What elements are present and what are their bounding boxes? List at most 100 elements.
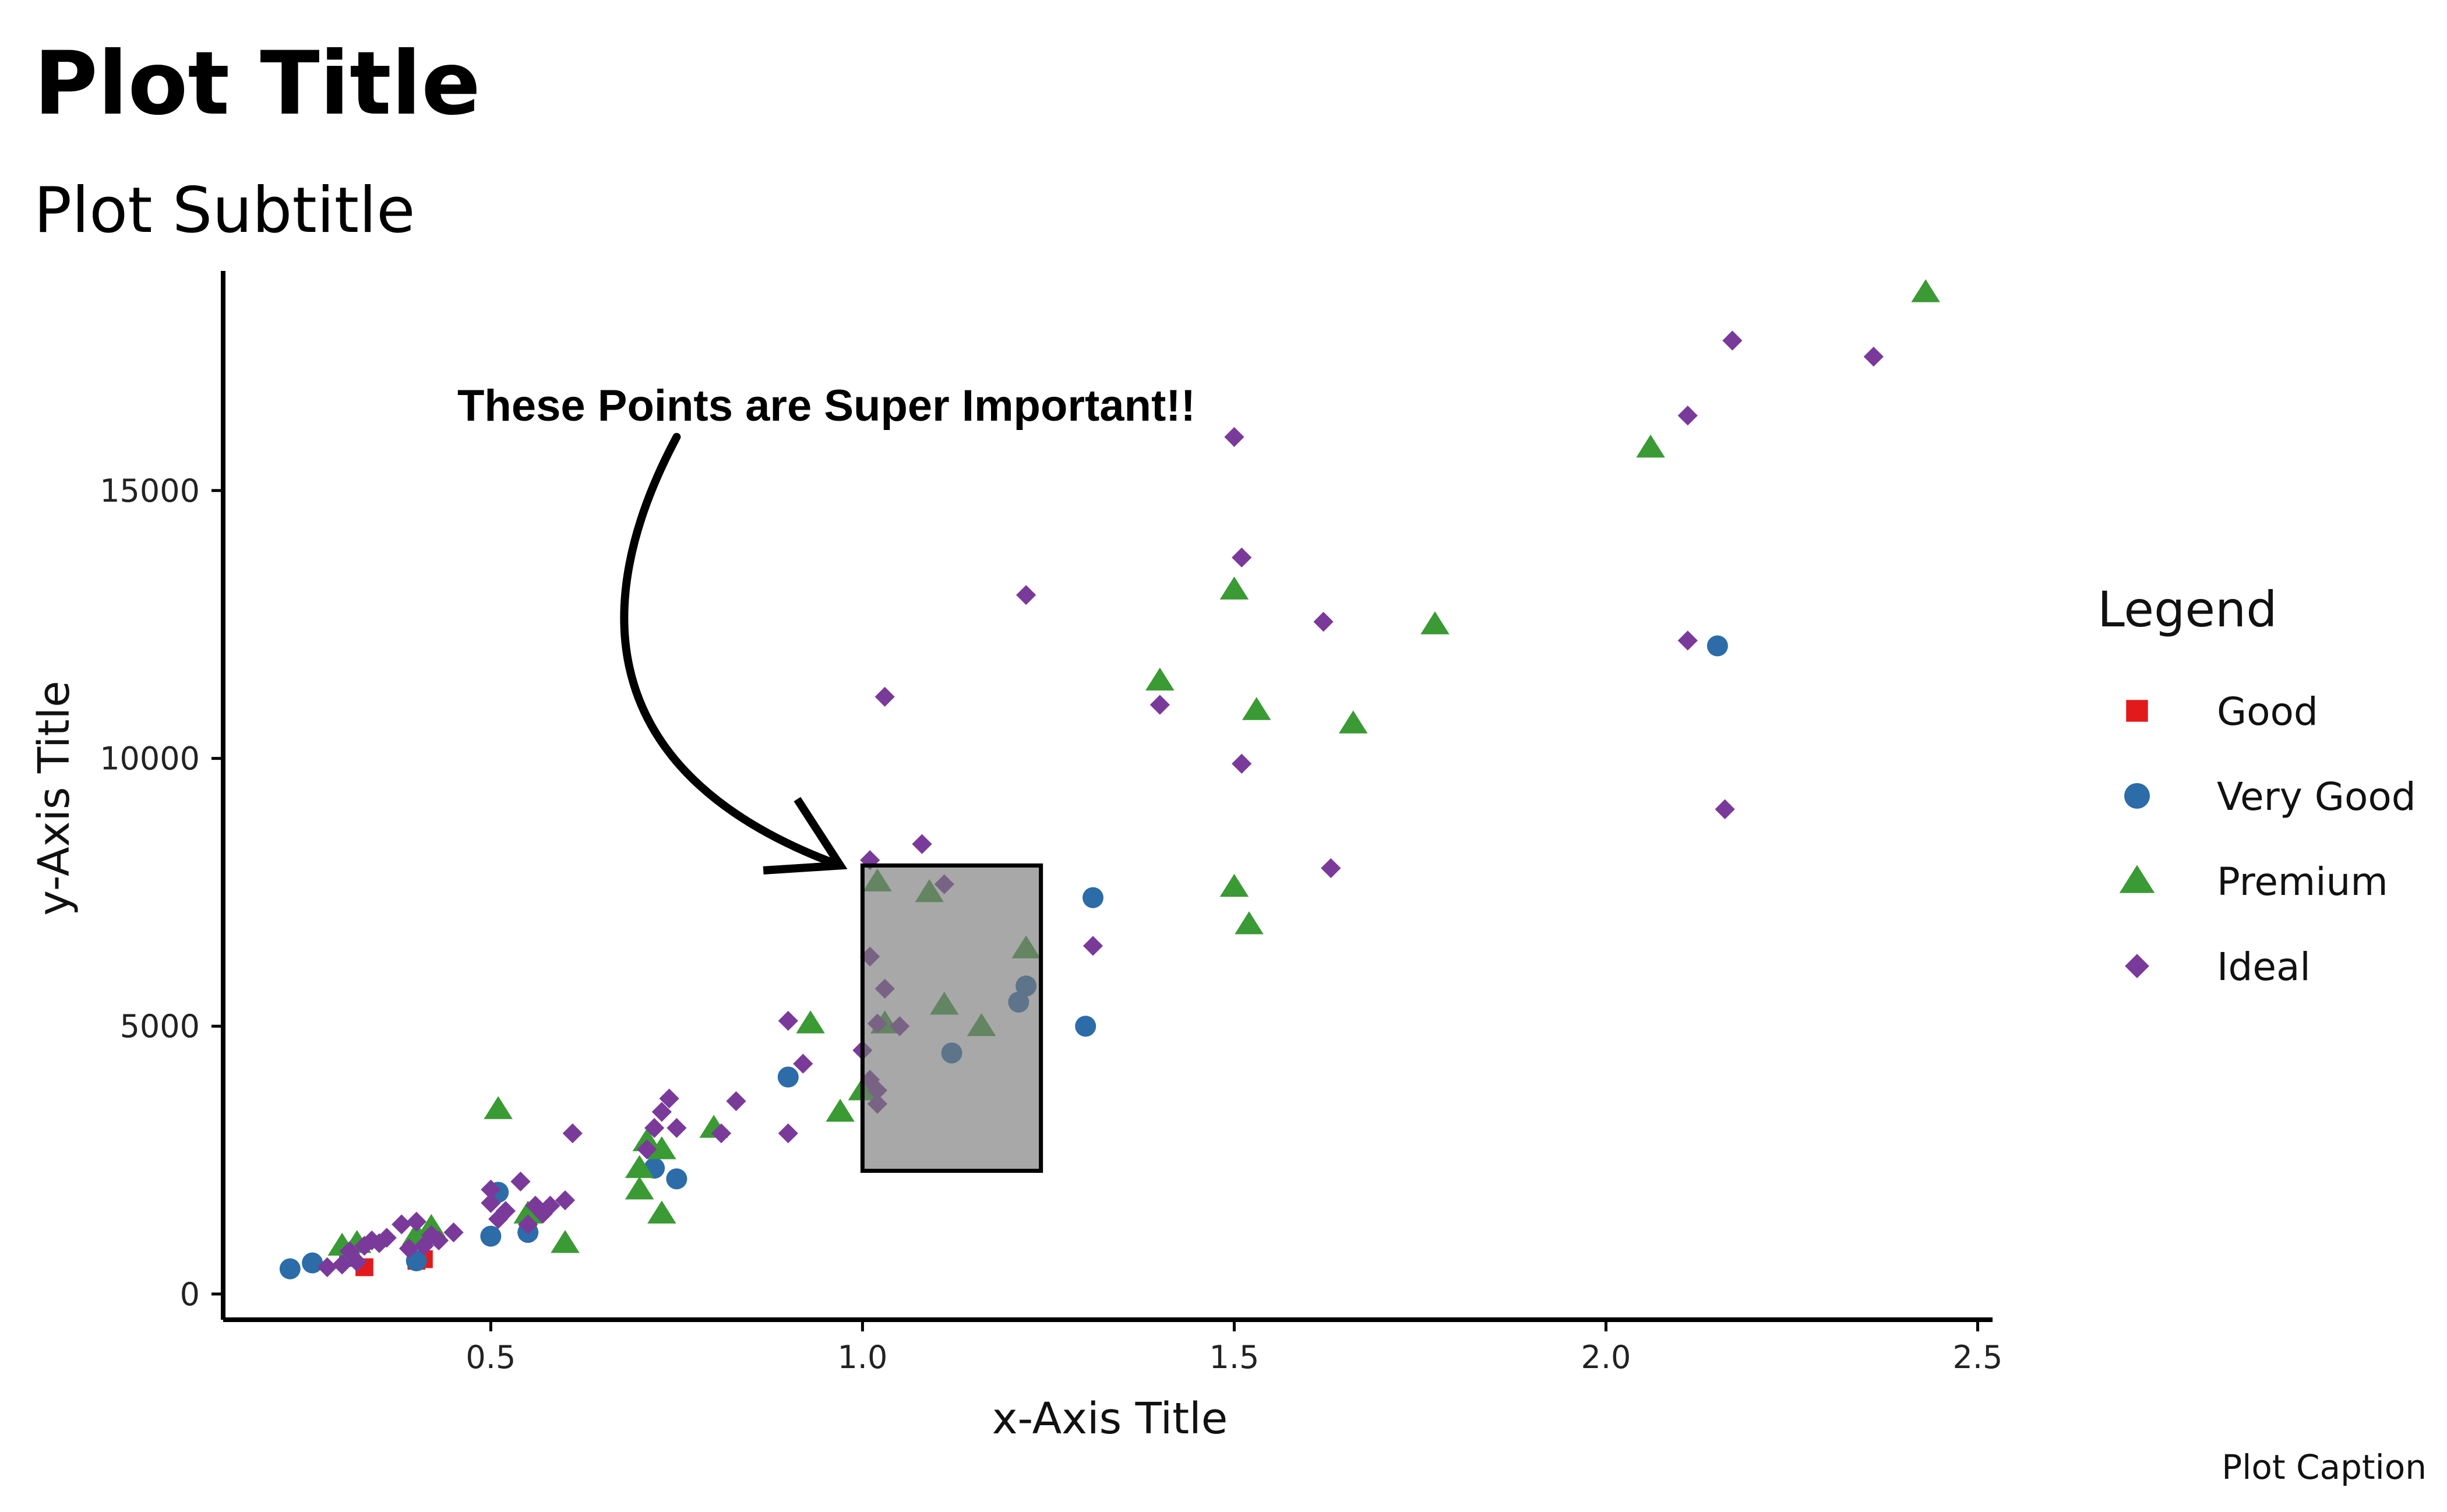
data-point — [1677, 630, 1698, 651]
data-point — [625, 1155, 654, 1178]
plot-area — [279, 279, 1940, 1280]
legend-item: Good — [2126, 689, 2318, 734]
data-point — [1420, 611, 1450, 635]
data-point — [1224, 427, 1244, 447]
data-point — [777, 1066, 799, 1088]
data-point — [518, 1214, 538, 1235]
legend-label: Ideal — [2217, 944, 2311, 989]
data-point — [480, 1225, 502, 1247]
data-point — [875, 686, 895, 707]
legend-label: Premium — [2217, 859, 2388, 904]
legend-label: Very Good — [2217, 774, 2416, 819]
data-point — [726, 1091, 746, 1112]
data-point — [399, 1238, 419, 1259]
data-point — [1636, 434, 1665, 458]
legend-title: Legend — [2097, 581, 2277, 638]
data-point — [1863, 346, 1884, 367]
data-point — [659, 1088, 679, 1109]
data-point — [369, 1233, 390, 1253]
data-point — [1242, 697, 1271, 720]
data-point — [912, 834, 932, 854]
legend-key-square — [2126, 700, 2148, 722]
data-point — [667, 1118, 687, 1138]
data-point — [1150, 695, 1170, 715]
data-point — [1232, 547, 1252, 568]
data-point — [1677, 406, 1698, 426]
legend-item: Very Good — [2124, 774, 2416, 819]
annotation-text: These Points are Super Important!! — [457, 381, 1196, 431]
annotation-arrowhead — [763, 796, 848, 875]
y-axis-ticks: 0 5000 10000 15000 — [100, 473, 223, 1313]
plot-title: Plot Title — [34, 33, 481, 135]
data-point — [644, 1118, 665, 1138]
legend-item: Ideal — [2125, 944, 2311, 989]
data-point — [625, 1176, 654, 1200]
data-point — [1235, 911, 1264, 935]
data-point — [1083, 936, 1103, 956]
data-point — [666, 1168, 687, 1190]
data-point — [481, 1193, 501, 1213]
data-point — [510, 1171, 531, 1192]
data-point — [443, 1222, 464, 1243]
data-point — [711, 1123, 732, 1144]
data-point — [1313, 612, 1334, 632]
x-tick-label: 0.5 — [466, 1339, 516, 1376]
y-tick-label: 0 — [180, 1276, 200, 1313]
data-point — [826, 1098, 855, 1122]
x-tick-label: 2.5 — [1953, 1339, 2003, 1376]
y-tick-label: 10000 — [100, 741, 200, 777]
data-point — [647, 1200, 676, 1224]
data-point — [428, 1230, 449, 1251]
data-point — [1219, 576, 1249, 600]
plot-caption: Plot Caption — [2222, 1447, 2427, 1487]
annotation-group: These Points are Super Important!! — [457, 381, 1196, 875]
legend-key-triangle — [2119, 865, 2155, 893]
data-point — [1082, 887, 1103, 908]
data-point — [513, 1200, 542, 1224]
data-point — [637, 1139, 657, 1159]
highlight-rect — [860, 863, 1043, 1173]
data-point — [555, 1190, 576, 1211]
data-point — [495, 1201, 516, 1221]
x-axis-ticks: 0.5 1.0 1.5 2.0 2.5 — [466, 1320, 2002, 1376]
data-point — [796, 1010, 825, 1034]
data-point — [562, 1123, 583, 1144]
x-axis-title: x-Axis Title — [992, 1394, 1228, 1444]
data-point — [651, 1102, 672, 1122]
data-point — [1232, 753, 1252, 774]
data-point — [1338, 710, 1368, 734]
data-point — [302, 1252, 323, 1274]
data-point — [376, 1228, 397, 1248]
data-point — [533, 1203, 553, 1224]
legend-key-circle — [2124, 783, 2150, 809]
data-point — [332, 1254, 352, 1275]
data-point — [540, 1196, 560, 1216]
data-point — [1219, 873, 1249, 897]
data-point — [778, 1010, 798, 1031]
y-tick-label: 15000 — [100, 473, 200, 509]
data-point — [481, 1179, 501, 1200]
data-point — [647, 1136, 676, 1159]
data-point — [1722, 330, 1743, 351]
legend-label: Good — [2217, 689, 2318, 734]
legend-item: Premium — [2119, 859, 2388, 904]
data-point — [347, 1252, 367, 1272]
data-point — [1706, 635, 1728, 657]
y-tick-label: 5000 — [120, 1008, 200, 1045]
data-point — [406, 1211, 426, 1232]
data-point — [392, 1214, 412, 1235]
data-point — [317, 1257, 337, 1278]
data-point — [1075, 1016, 1096, 1037]
data-point — [1016, 585, 1036, 605]
data-point — [1145, 667, 1175, 691]
legend: Legend Good Very Good Premium Ideal — [2097, 581, 2416, 989]
data-point — [1715, 799, 1735, 820]
series-ideal — [317, 330, 1884, 1278]
x-tick-label: 1.0 — [837, 1339, 887, 1376]
x-tick-label: 1.5 — [1209, 1339, 1259, 1376]
data-point — [793, 1053, 813, 1074]
data-point — [1321, 858, 1341, 879]
data-point — [484, 1096, 513, 1119]
legend-key-diamond — [2125, 954, 2149, 978]
